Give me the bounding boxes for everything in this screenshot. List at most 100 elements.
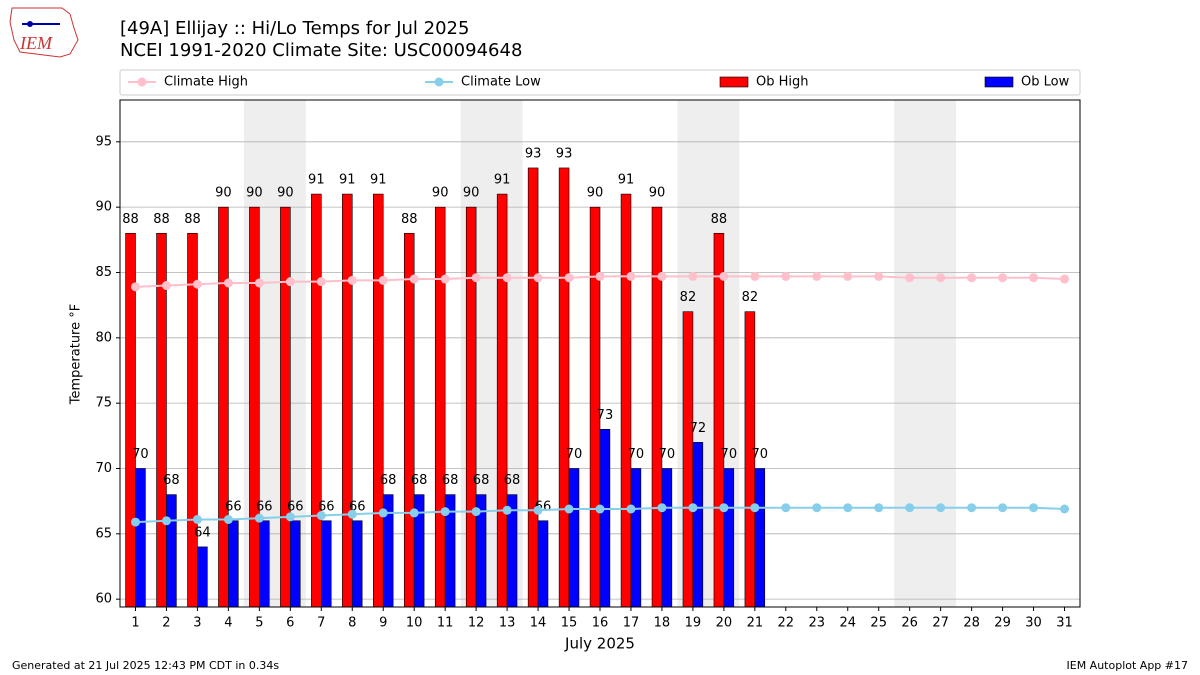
- point: [781, 503, 791, 513]
- bar: [496, 193, 508, 608]
- x-tick-label: 20: [716, 616, 733, 631]
- legend-marker: [137, 77, 147, 87]
- bar: [280, 206, 291, 608]
- point: [688, 503, 698, 513]
- legend-label: Ob High: [756, 75, 809, 90]
- data-label: 66: [256, 499, 273, 514]
- point: [285, 277, 295, 287]
- point: [1029, 273, 1039, 283]
- bar: [682, 311, 694, 608]
- y-tick-label: 80: [95, 330, 112, 345]
- point: [192, 279, 202, 289]
- data-label: 68: [380, 473, 397, 488]
- x-tick-label: 14: [530, 616, 547, 631]
- point: [285, 512, 295, 522]
- x-tick-label: 2: [162, 616, 170, 631]
- x-tick-label: 19: [685, 616, 702, 631]
- bar: [249, 206, 260, 608]
- data-label: 93: [525, 146, 542, 161]
- logo-outline: [9, 7, 79, 58]
- x-tick-label: 26: [901, 616, 918, 631]
- chart-title: [49A] Ellijay :: Hi/Lo Temps for Jul 202…: [120, 18, 469, 39]
- x-tick-label: 5: [255, 616, 263, 631]
- bar: [465, 206, 477, 608]
- bar: [403, 232, 415, 608]
- point: [812, 503, 822, 513]
- point: [626, 271, 636, 281]
- point: [223, 514, 233, 524]
- bar: [197, 546, 208, 608]
- point: [874, 503, 884, 513]
- logo-dot: [27, 21, 33, 27]
- x-tick-label: 13: [499, 616, 516, 631]
- y-tick-label: 65: [95, 526, 112, 541]
- point: [843, 503, 853, 513]
- data-label: 82: [742, 290, 759, 305]
- point: [254, 513, 264, 523]
- point: [936, 273, 946, 283]
- data-label: 70: [132, 447, 149, 462]
- point: [378, 508, 388, 518]
- data-label: 90: [277, 186, 294, 201]
- data-label: 64: [194, 525, 211, 540]
- x-tick-label: 12: [468, 616, 485, 631]
- point: [688, 271, 698, 281]
- bar: [527, 167, 539, 608]
- point: [409, 508, 419, 518]
- data-label: 91: [494, 173, 511, 188]
- point: [440, 274, 450, 284]
- point: [471, 507, 481, 517]
- data-label: 91: [370, 173, 387, 188]
- point: [223, 278, 233, 288]
- bar: [651, 206, 663, 608]
- x-tick-label: 8: [348, 616, 356, 631]
- point: [595, 271, 605, 281]
- data-label: 68: [504, 473, 521, 488]
- point: [347, 509, 357, 519]
- bar: [630, 468, 642, 608]
- chart-subtitle: NCEI 1991-2020 Climate Site: USC00094648: [120, 40, 522, 61]
- data-label: 88: [401, 212, 418, 227]
- data-label: 91: [618, 173, 635, 188]
- bar: [723, 468, 735, 608]
- x-tick-label: 15: [561, 616, 578, 631]
- point: [564, 504, 574, 514]
- data-label: 88: [184, 212, 201, 227]
- bar: [754, 468, 766, 608]
- x-tick-label: 11: [437, 616, 454, 631]
- point: [347, 275, 357, 285]
- point: [471, 273, 481, 283]
- point: [967, 503, 977, 513]
- data-label: 68: [473, 473, 490, 488]
- y-axis-label: Temperature °F: [69, 304, 84, 405]
- data-label: 66: [318, 499, 335, 514]
- data-label: 73: [597, 408, 614, 423]
- legend-swatch: [984, 76, 1014, 88]
- bar: [620, 193, 632, 608]
- point: [502, 273, 512, 283]
- point: [998, 503, 1008, 513]
- bar: [342, 193, 353, 608]
- point: [967, 273, 977, 283]
- data-label: 90: [649, 186, 666, 201]
- footer-left: Generated at 21 Jul 2025 12:43 PM CDT in…: [12, 659, 279, 672]
- x-tick-label: 6: [286, 616, 294, 631]
- point: [905, 503, 915, 513]
- y-tick-label: 85: [95, 265, 112, 280]
- bar: [166, 494, 177, 608]
- point: [564, 273, 574, 283]
- bar: [568, 468, 580, 608]
- data-label: 82: [680, 290, 697, 305]
- point: [998, 273, 1008, 283]
- data-label: 90: [432, 186, 449, 201]
- x-tick-label: 21: [747, 616, 764, 631]
- x-tick-label: 18: [654, 616, 671, 631]
- bar: [351, 520, 363, 608]
- data-label: 66: [225, 499, 242, 514]
- bar: [259, 520, 270, 608]
- data-label: 68: [442, 473, 459, 488]
- bar: [290, 520, 301, 608]
- legend-marker: [434, 77, 444, 87]
- bar: [311, 193, 322, 608]
